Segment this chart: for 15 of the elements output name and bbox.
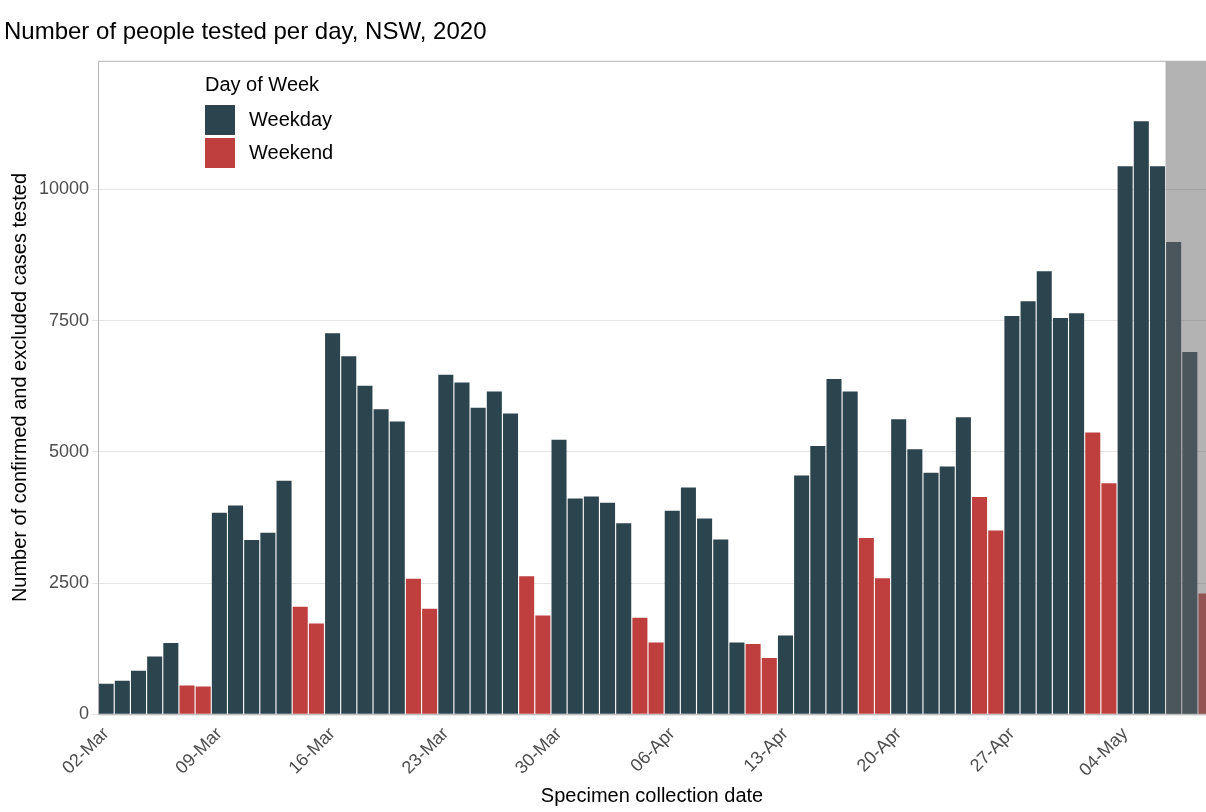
y-tick-label: 10000 bbox=[38, 178, 90, 199]
legend-label: Weekday bbox=[249, 107, 333, 132]
x-axis-title: Specimen collection date bbox=[540, 783, 764, 806]
bar bbox=[276, 480, 292, 714]
y-tick-label: 5000 bbox=[49, 440, 90, 461]
bar bbox=[632, 617, 648, 714]
legend-title: Day of Week bbox=[205, 72, 321, 97]
bar bbox=[648, 642, 664, 714]
legend-label: Weekend bbox=[249, 140, 334, 165]
chart-title: Number of people tested per day, NSW, 2020 bbox=[4, 17, 487, 45]
bar bbox=[1004, 315, 1020, 714]
y-tick-label: 7500 bbox=[49, 309, 90, 330]
y-tick-label: 0 bbox=[79, 703, 90, 724]
y-axis-title: Number of confirmed and excluded cases tested bbox=[7, 172, 30, 603]
y-tick-label: 2500 bbox=[49, 572, 90, 593]
